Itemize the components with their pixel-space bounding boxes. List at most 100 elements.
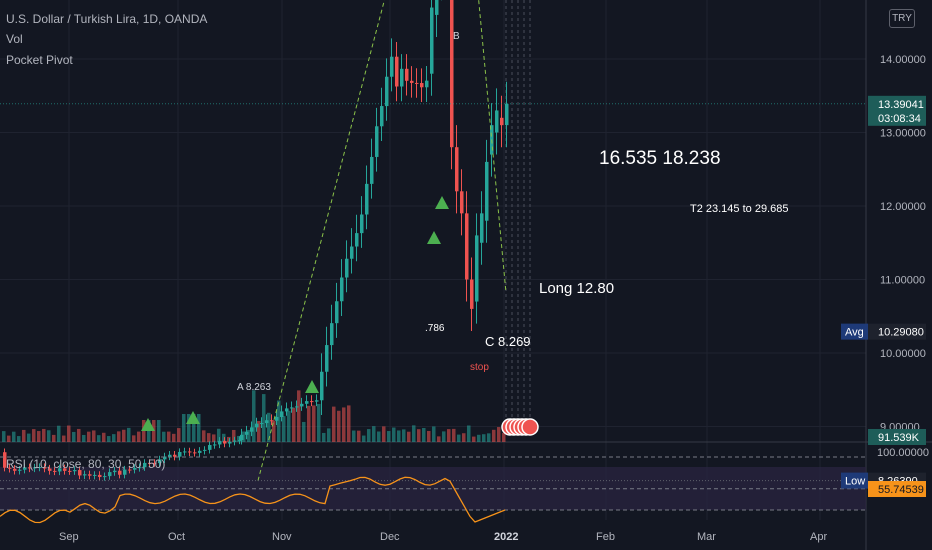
- volume-bar: [392, 427, 396, 442]
- current-price-label: 13.39041 03:08:34: [868, 95, 926, 126]
- volume-bar: [262, 394, 266, 442]
- candle-body: [203, 449, 207, 451]
- candle-body: [93, 474, 97, 476]
- candle-body: [48, 468, 52, 471]
- volume-bar: [102, 432, 106, 442]
- candle-body: [495, 110, 499, 133]
- time-tick-label: 2022: [494, 531, 518, 543]
- candle-body: [385, 76, 389, 107]
- time-tick-label: Apr: [810, 531, 827, 543]
- candle-body: [380, 106, 384, 127]
- volume-bar: [457, 434, 461, 442]
- rsi-legend: RSI (10, close, 80, 30, 50, 50): [6, 457, 165, 471]
- volume-bar: [417, 429, 421, 442]
- volume-bar: [372, 426, 376, 442]
- volume-bar: [382, 426, 386, 442]
- volume-bar: [277, 400, 281, 442]
- candle-body: [98, 474, 102, 477]
- volume-bar: [57, 425, 61, 442]
- symbol-title[interactable]: U.S. Dollar / Turkish Lira, 1D, OANDA: [6, 12, 208, 26]
- volume-bar: [297, 390, 301, 442]
- candle-body: [390, 56, 394, 77]
- annotation-a: A 8.263: [237, 382, 271, 393]
- candle-body: [3, 452, 7, 468]
- candle-body: [480, 213, 484, 243]
- time-axis[interactable]: Sep Oct Nov Dec 2022 Feb Mar Apr: [59, 531, 827, 543]
- price-tick-label: 13.00000: [880, 128, 926, 140]
- price-tick-label: 10.00000: [880, 348, 926, 360]
- volume-bar: [32, 429, 36, 442]
- candle-body: [365, 183, 369, 215]
- volume-bar: [117, 431, 121, 442]
- candle-body: [168, 454, 172, 457]
- volume-bar: [472, 436, 476, 442]
- volume-bar: [217, 428, 221, 442]
- price-axis[interactable]: 19.0000018.0000017.0000016.0000015.00000…: [841, 0, 929, 497]
- candles: [3, 0, 509, 481]
- candle-body: [178, 451, 182, 457]
- volume-bar: [502, 432, 506, 442]
- candle-body: [113, 470, 117, 473]
- candle-body: [213, 444, 217, 446]
- volume-bar: [247, 429, 251, 442]
- candle-body: [13, 468, 17, 471]
- volume-bar: [112, 434, 116, 442]
- volume-bar: [427, 430, 431, 442]
- volume-bar: [177, 428, 181, 442]
- volume-bar: [222, 433, 226, 442]
- volume-bar: [137, 431, 141, 442]
- candle-body: [265, 420, 269, 424]
- pocket-pivot-arrow: [186, 411, 200, 424]
- volume-bar: [77, 428, 81, 442]
- annotation-targets: 16.535 18.238: [599, 148, 721, 169]
- indicator-legend[interactable]: Pocket Pivot: [6, 53, 73, 67]
- candle-body: [63, 468, 67, 471]
- time-tick-label: Sep: [59, 531, 79, 543]
- pocket-pivot-arrow: [141, 418, 155, 431]
- volume-bar: [317, 403, 321, 442]
- price-tick-label: 14.00000: [880, 54, 926, 66]
- candle-body: [340, 277, 344, 302]
- currency-badge[interactable]: TRY: [889, 9, 915, 28]
- volume-bar: [487, 433, 491, 442]
- candle-body: [43, 467, 47, 469]
- candle-body: [360, 214, 364, 234]
- volume-bar: [337, 410, 341, 442]
- candle-body: [400, 68, 404, 87]
- candle-body: [33, 467, 37, 469]
- volume-bar: [7, 435, 11, 442]
- volume-bar: [482, 434, 486, 442]
- candle-body: [330, 323, 334, 346]
- annotation-stop: stop: [470, 362, 489, 373]
- candle-body: [28, 467, 32, 469]
- candle-body: [158, 459, 162, 464]
- pocket-pivot-arrow: [427, 231, 441, 244]
- candle-body: [8, 467, 12, 469]
- candle-body: [410, 80, 414, 83]
- candle-body: [285, 408, 289, 412]
- rsi-value-label: 55.74539: [868, 481, 926, 497]
- price-marker-tag: Low: [845, 476, 865, 488]
- volume-bar: [407, 431, 411, 442]
- candle-body: [465, 213, 469, 280]
- volume-bar: [62, 435, 66, 442]
- volume-bar: [377, 431, 381, 442]
- time-tick-label: Mar: [697, 531, 716, 543]
- candle-body: [208, 445, 212, 450]
- volume-bar: [22, 429, 26, 442]
- volume-bar: [312, 405, 316, 442]
- volume-bar: [252, 390, 256, 442]
- volume-bar: [432, 426, 436, 442]
- volume-bar: [272, 420, 276, 442]
- volume-bar: [47, 430, 51, 442]
- candle-body: [53, 470, 57, 472]
- current-price-value: 13.39041: [878, 99, 924, 111]
- candle-body: [320, 371, 324, 401]
- candle-body: [505, 103, 509, 126]
- candle-body: [250, 427, 254, 432]
- volume-bar: [302, 421, 306, 442]
- price-marker-avg: Avg 10.29080: [841, 323, 926, 340]
- volume-legend[interactable]: Vol: [6, 32, 23, 46]
- volume-bar: [207, 433, 211, 442]
